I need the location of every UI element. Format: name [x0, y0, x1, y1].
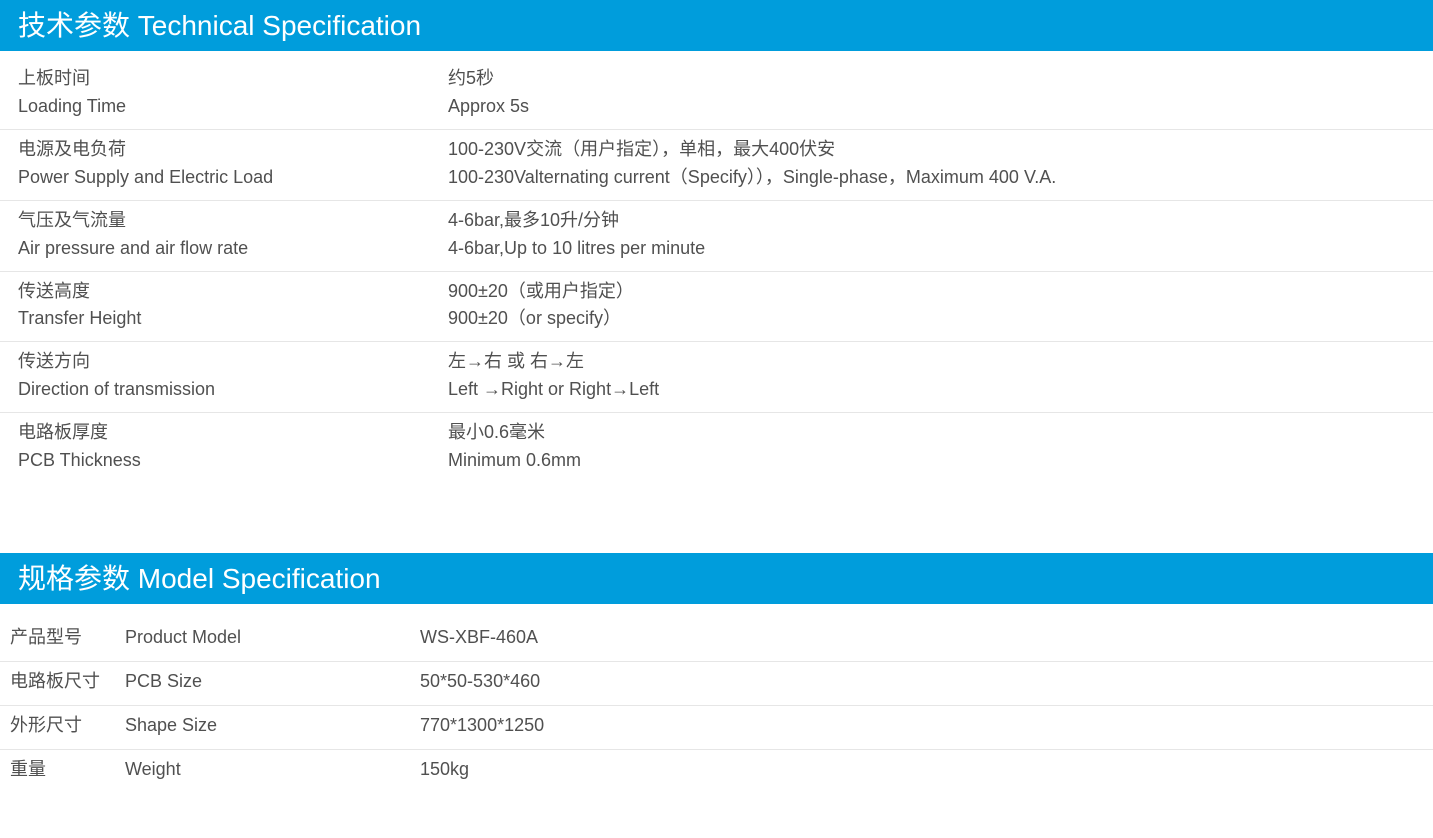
spec-value-cn: 900±20（或用户指定）: [448, 278, 1415, 306]
model-label-en: Shape Size: [125, 712, 420, 739]
spec-value: 900±20（或用户指定） 900±20（or specify）: [448, 278, 1415, 334]
spec-row: 气压及气流量 Air pressure and air flow rate 4-…: [0, 201, 1433, 272]
model-value: 50*50-530*460: [420, 668, 1423, 695]
spec-value-en: Left →Right or Right→Left: [448, 376, 1415, 404]
spec-row: 电路板厚度 PCB Thickness 最小0.6毫米 Minimum 0.6m…: [0, 413, 1433, 483]
model-spec-header: 规格参数 Model Specification: [0, 553, 1433, 604]
spec-label: 上板时间 Loading Time: [18, 65, 448, 121]
spec-label: 传送高度 Transfer Height: [18, 278, 448, 334]
spec-label-cn: 电路板厚度: [18, 419, 448, 447]
model-row: 电路板尺寸 PCB Size 50*50-530*460: [0, 662, 1433, 706]
spec-value: 左→右 或 右→左 Left →Right or Right→Left: [448, 348, 1415, 404]
spec-label-en: Power Supply and Electric Load: [18, 164, 448, 192]
section-spacer: [0, 483, 1433, 553]
spec-label: 电源及电负荷 Power Supply and Electric Load: [18, 136, 448, 192]
spec-row: 传送高度 Transfer Height 900±20（或用户指定） 900±2…: [0, 272, 1433, 343]
spec-label-cn: 电源及电负荷: [18, 136, 448, 164]
model-value: 150kg: [420, 756, 1423, 783]
model-value: WS-XBF-460A: [420, 624, 1423, 651]
spec-label: 传送方向 Direction of transmission: [18, 348, 448, 404]
model-row: 产品型号 Product Model WS-XBF-460A: [0, 618, 1433, 662]
technical-spec-body: 上板时间 Loading Time 约5秒 Approx 5s 电源及电负荷 P…: [0, 51, 1433, 483]
spec-value-en: 100-230Valternating current（Specify）），Si…: [448, 164, 1415, 192]
model-spec-title: 规格参数 Model Specification: [18, 563, 381, 594]
model-label-en: Product Model: [125, 624, 420, 651]
spec-row: 上板时间 Loading Time 约5秒 Approx 5s: [0, 59, 1433, 130]
spec-label-en: PCB Thickness: [18, 447, 448, 475]
spec-value-cn: 4-6bar,最多10升/分钟: [448, 207, 1415, 235]
spec-label-cn: 上板时间: [18, 65, 448, 93]
model-label-cn: 电路板尺寸: [10, 668, 125, 695]
technical-spec-header: 技术参数 Technical Specification: [0, 0, 1433, 51]
spec-label-cn: 气压及气流量: [18, 207, 448, 235]
spec-value: 约5秒 Approx 5s: [448, 65, 1415, 121]
spec-label-en: Direction of transmission: [18, 376, 448, 404]
model-label-cn: 产品型号: [10, 624, 125, 651]
spec-value-en: Approx 5s: [448, 93, 1415, 121]
model-value: 770*1300*1250: [420, 712, 1423, 739]
model-label-en: Weight: [125, 756, 420, 783]
spec-label-en: Loading Time: [18, 93, 448, 121]
spec-value-en: 4-6bar,Up to 10 litres per minute: [448, 235, 1415, 263]
spec-value-cn: 100-230V交流（用户指定），单相，最大400伏安: [448, 136, 1415, 164]
spec-label-cn: 传送方向: [18, 348, 448, 376]
spec-label-cn: 传送高度: [18, 278, 448, 306]
spec-row: 传送方向 Direction of transmission 左→右 或 右→左…: [0, 342, 1433, 413]
spec-value: 100-230V交流（用户指定），单相，最大400伏安 100-230Valte…: [448, 136, 1415, 192]
spec-label-en: Transfer Height: [18, 305, 448, 333]
model-label-cn: 重量: [10, 756, 125, 783]
model-label-en: PCB Size: [125, 668, 420, 695]
spec-row: 电源及电负荷 Power Supply and Electric Load 10…: [0, 130, 1433, 201]
spec-label: 电路板厚度 PCB Thickness: [18, 419, 448, 475]
technical-spec-title: 技术参数 Technical Specification: [18, 10, 421, 41]
model-label-cn: 外形尺寸: [10, 712, 125, 739]
spec-value: 4-6bar,最多10升/分钟 4-6bar,Up to 10 litres p…: [448, 207, 1415, 263]
model-spec-body: 产品型号 Product Model WS-XBF-460A 电路板尺寸 PCB…: [0, 604, 1433, 793]
model-row: 外形尺寸 Shape Size 770*1300*1250: [0, 706, 1433, 750]
spec-label: 气压及气流量 Air pressure and air flow rate: [18, 207, 448, 263]
spec-label-en: Air pressure and air flow rate: [18, 235, 448, 263]
spec-value-cn: 约5秒: [448, 65, 1415, 93]
spec-value-cn: 左→右 或 右→左: [448, 348, 1415, 376]
spec-value-cn: 最小0.6毫米: [448, 419, 1415, 447]
spec-value-en: 900±20（or specify）: [448, 305, 1415, 333]
spec-value: 最小0.6毫米 Minimum 0.6mm: [448, 419, 1415, 475]
model-row: 重量 Weight 150kg: [0, 750, 1433, 793]
spec-value-en: Minimum 0.6mm: [448, 447, 1415, 475]
